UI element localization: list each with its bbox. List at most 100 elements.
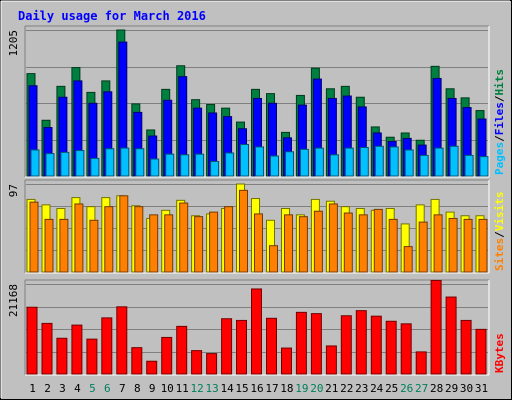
- panel-mid-legend: Sites/Visits: [493, 192, 506, 272]
- kbytes-bar-day-16: [251, 288, 262, 375]
- sites-bar-day-6: [104, 206, 114, 273]
- series-sites: [29, 189, 488, 273]
- series-kbytes: [26, 279, 487, 375]
- kbytes-bar-day-24: [370, 315, 382, 375]
- legend-item-kbytes: KBytes: [493, 333, 506, 373]
- panel-bot: 21168 KBytes: [7, 279, 506, 376]
- kbytes-bar-day-19: [295, 311, 307, 375]
- x-label-day-28: 28: [430, 382, 443, 395]
- x-label-day-21: 21: [325, 382, 338, 395]
- pages-bar-day-11: [180, 154, 190, 177]
- x-label-day-15: 15: [235, 382, 248, 395]
- pages-bar-day-6: [105, 148, 115, 177]
- x-label-day-10: 10: [161, 382, 174, 395]
- pages-bar-day-18: [285, 151, 294, 177]
- kbytes-bar-day-27: [415, 351, 427, 375]
- legend-item-sep: /: [493, 95, 506, 102]
- kbytes-bar-day-17: [266, 317, 277, 375]
- kbytes-bar-day-12: [191, 350, 203, 375]
- legend-item-pages: Pages: [493, 142, 506, 175]
- x-label-day-22: 22: [340, 382, 353, 395]
- pages-bar-day-20: [314, 147, 324, 177]
- x-label-day-8: 8: [134, 382, 141, 395]
- sites-bar-day-30: [463, 218, 473, 273]
- kbytes-bar-day-6: [101, 317, 113, 375]
- kbytes-bar-day-7: [116, 306, 128, 375]
- x-label-day-2: 2: [44, 382, 51, 395]
- pages-bar-day-10: [165, 153, 175, 177]
- sites-bar-day-28: [433, 214, 443, 273]
- sites-bar-day-13: [209, 211, 219, 273]
- x-label-day-31: 31: [475, 382, 488, 395]
- kbytes-bar-day-10: [161, 336, 173, 375]
- kbytes-bar-day-15: [236, 319, 247, 375]
- sites-bar-day-21: [328, 203, 338, 273]
- pages-bar-day-24: [374, 145, 384, 177]
- pages-bar-day-3: [60, 151, 70, 177]
- x-label-day-12: 12: [190, 382, 203, 395]
- kbytes-bar-day-11: [176, 325, 188, 375]
- panel-top-max-label: 1205: [7, 30, 20, 57]
- pages-bar-day-15: [240, 143, 249, 177]
- pages-bar-day-4: [75, 150, 85, 177]
- panel-mid-max-label: 97: [7, 184, 20, 197]
- pages-bar-day-17: [270, 155, 279, 177]
- x-label-day-13: 13: [205, 382, 218, 395]
- panel-mid: 97 Sites/Visits: [7, 179, 506, 274]
- kbytes-bar-day-4: [71, 324, 83, 375]
- sites-bar-day-10: [164, 214, 174, 273]
- kbytes-bar-day-9: [146, 360, 158, 375]
- sites-bar-day-7: [119, 195, 129, 273]
- sites-bar-day-24: [373, 208, 383, 273]
- panel-bot-max-label: 21168: [7, 284, 20, 317]
- kbytes-bar-day-3: [56, 337, 68, 375]
- legend-item-sites: Sites: [493, 238, 506, 271]
- x-label-day-7: 7: [119, 382, 126, 395]
- x-label-day-25: 25: [385, 382, 398, 395]
- sites-bar-day-4: [74, 203, 84, 273]
- kbytes-bar-day-28: [430, 279, 442, 375]
- x-axis-labels: 1 2 3 4 5 6 7 8 9 10 11 12 13 14 15 16 17 18 19 20 21 22 23 24 2…: [29, 382, 488, 395]
- sites-bar-day-18: [284, 214, 293, 273]
- sites-bar-day-5: [89, 219, 99, 273]
- kbytes-bar-day-1: [26, 306, 38, 375]
- kbytes-bar-day-2: [41, 322, 53, 375]
- x-label-day-24: 24: [370, 382, 384, 395]
- pages-bar-day-22: [344, 147, 354, 177]
- x-label-day-19: 19: [295, 382, 308, 395]
- x-label-day-27: 27: [415, 382, 428, 395]
- panel-bot-legend: KBytes: [493, 333, 506, 373]
- sites-bar-day-29: [448, 217, 458, 273]
- x-label-day-17: 17: [265, 382, 278, 395]
- sites-bar-day-16: [254, 213, 263, 273]
- sites-bar-day-8: [134, 206, 144, 273]
- kbytes-bar-day-18: [281, 347, 292, 375]
- series-files: [28, 41, 487, 177]
- pages-bar-day-27: [419, 154, 429, 177]
- pages-bar-day-9: [150, 158, 160, 177]
- pages-bar-day-12: [195, 153, 205, 177]
- sites-bar-day-12: [194, 216, 204, 273]
- x-label-day-30: 30: [460, 382, 473, 395]
- kbytes-bar-day-21: [325, 345, 337, 375]
- pages-bar-day-26: [404, 149, 414, 177]
- sites-bar-day-20: [313, 210, 323, 273]
- legend-item-sep: /: [493, 135, 506, 142]
- kbytes-bar-day-5: [86, 338, 98, 375]
- x-label-day-20: 20: [310, 382, 323, 395]
- pages-bar-day-16: [255, 146, 264, 177]
- kbytes-bar-day-25: [385, 320, 397, 375]
- pages-bar-day-31: [479, 156, 489, 177]
- kbytes-bar-day-22: [340, 315, 352, 375]
- pages-bar-day-5: [90, 157, 100, 177]
- pages-bar-day-14: [225, 152, 235, 177]
- legend-item-sep: /: [493, 231, 506, 238]
- x-label-day-6: 6: [104, 382, 111, 395]
- sites-bar-day-17: [269, 245, 278, 273]
- sites-bar-day-14: [224, 206, 234, 273]
- pages-bar-day-23: [359, 147, 369, 177]
- sites-bar-day-27: [418, 221, 428, 273]
- pages-bar-day-29: [449, 145, 459, 177]
